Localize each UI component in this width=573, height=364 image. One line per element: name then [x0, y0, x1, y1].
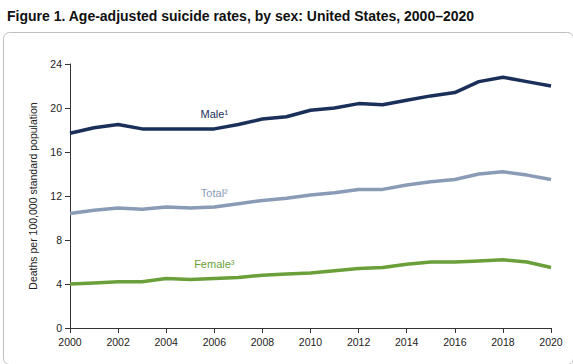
svg-text:0: 0 — [56, 322, 62, 334]
svg-text:2018: 2018 — [491, 336, 515, 348]
svg-text:2002: 2002 — [106, 336, 130, 348]
svg-text:12: 12 — [50, 190, 62, 202]
svg-text:2006: 2006 — [203, 336, 227, 348]
svg-text:Deaths per 100,000 standard po: Deaths per 100,000 standard population — [27, 102, 39, 290]
svg-text:2016: 2016 — [443, 336, 467, 348]
svg-text:4: 4 — [56, 278, 62, 290]
svg-text:2020: 2020 — [539, 336, 563, 348]
svg-text:2014: 2014 — [395, 336, 419, 348]
svg-text:Figure 1. Age-adjusted suicide: Figure 1. Age-adjusted suicide rates, by… — [7, 8, 474, 24]
svg-text:Female³: Female³ — [194, 258, 235, 270]
svg-text:24: 24 — [50, 58, 62, 70]
svg-text:20: 20 — [50, 102, 62, 114]
svg-text:Male¹: Male¹ — [201, 108, 229, 120]
svg-text:2010: 2010 — [299, 336, 323, 348]
svg-text:2012: 2012 — [347, 336, 371, 348]
svg-text:2000: 2000 — [58, 336, 82, 348]
svg-text:2004: 2004 — [155, 336, 179, 348]
svg-text:8: 8 — [56, 234, 62, 246]
svg-text:Total²: Total² — [201, 187, 228, 199]
svg-text:2008: 2008 — [251, 336, 275, 348]
svg-text:16: 16 — [50, 146, 62, 158]
